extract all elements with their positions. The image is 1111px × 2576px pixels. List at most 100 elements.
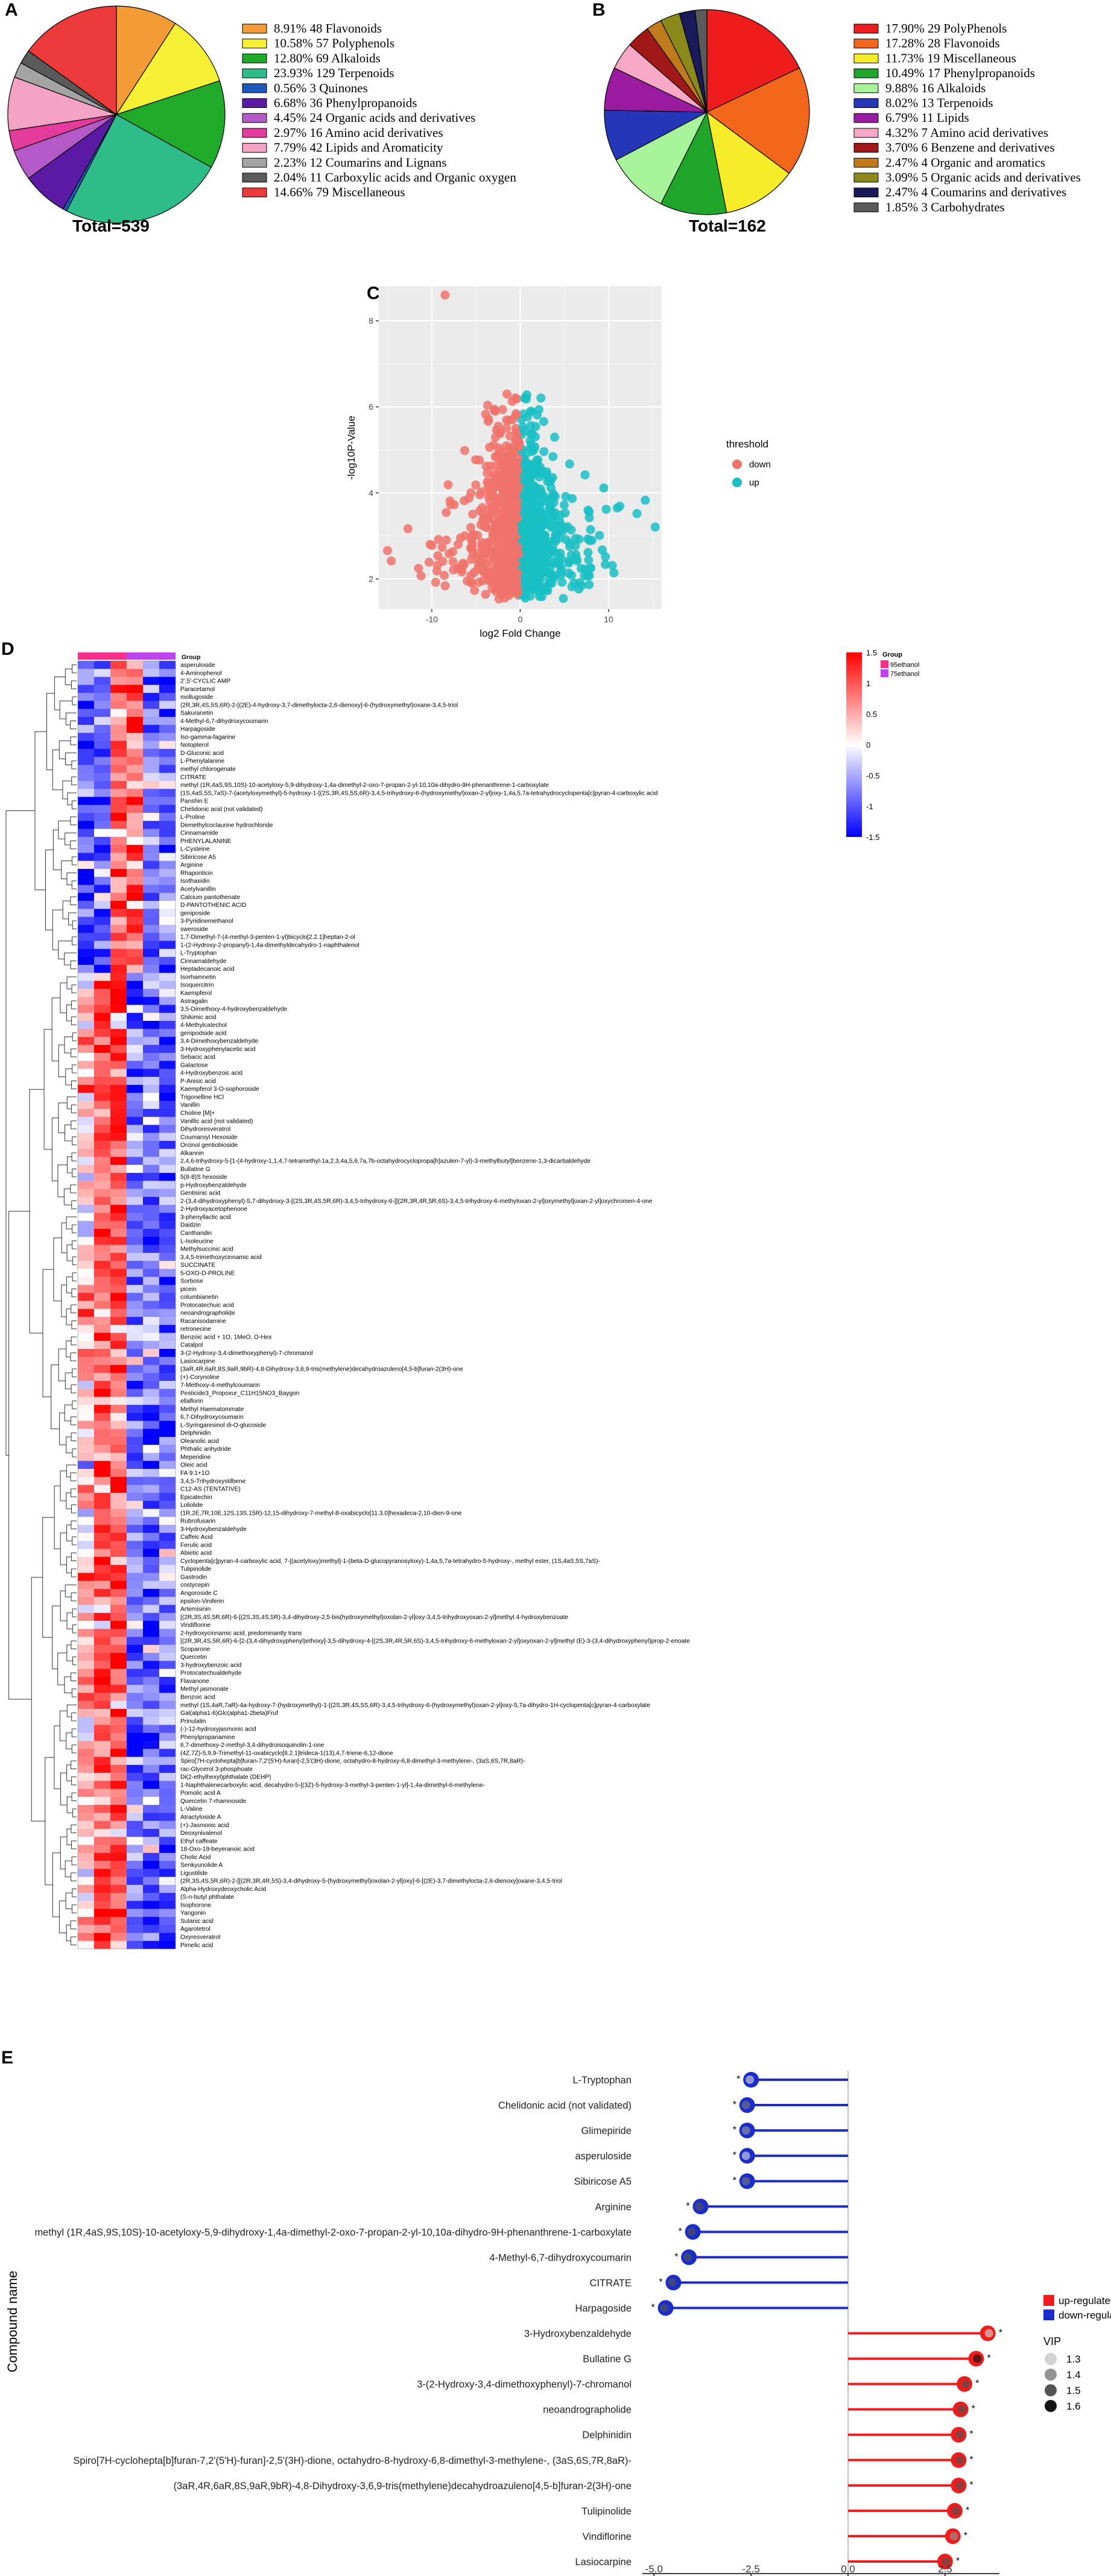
heatmap-cell <box>159 1869 176 1877</box>
heatmap-cell <box>127 1708 144 1717</box>
heatmap-cell <box>94 885 111 894</box>
heatmap-cell <box>127 1436 144 1445</box>
data-point <box>480 513 489 523</box>
heatmap-cell <box>127 1612 144 1621</box>
heatmap-cell <box>143 1381 160 1389</box>
lollipop-plot: *L-Tryptophan*Chelidonic acid (not valid… <box>5 2071 1111 2576</box>
heatmap-cell <box>94 1029 111 1037</box>
heatmap-cell <box>78 821 95 829</box>
compound-label: Vindiflorine <box>583 2531 631 2542</box>
heatmap-cell <box>78 1076 95 1085</box>
dendrogram-branch <box>66 1309 72 1325</box>
heatmap-cell <box>78 1509 95 1517</box>
row-label: genipodside acid <box>180 1030 227 1037</box>
data-point <box>514 549 524 558</box>
heatmap-cell <box>94 1485 111 1494</box>
row-label: Dihydroresveratrol <box>180 1126 230 1133</box>
heatmap-cell <box>127 1453 144 1462</box>
heatmap-cell <box>110 1381 127 1389</box>
row-label: Delphinidin <box>180 1430 210 1437</box>
heatmap-cell <box>143 1548 160 1558</box>
heatmap-cell <box>110 988 127 997</box>
x-tick-label: -5.0 <box>645 2563 663 2575</box>
heatmap-cell <box>159 1741 176 1749</box>
row-label: FA 9:1+1O <box>180 1470 209 1477</box>
heatmap-cell <box>110 1813 127 1822</box>
heatmap-cell <box>94 1157 111 1166</box>
data-point <box>555 560 565 569</box>
legend-label: 1.85% 3 Carbohydrates <box>885 200 1005 214</box>
data-point <box>443 480 453 490</box>
heatmap-cell <box>78 1901 95 1909</box>
data-point <box>483 469 492 478</box>
row-label: methyl chlorogenate <box>180 766 236 773</box>
heatmap-cell <box>143 1517 160 1526</box>
dendrogram-branch <box>58 940 72 959</box>
heatmap-cell <box>159 1732 176 1741</box>
heatmap-cell <box>159 853 176 861</box>
heatmap-cell <box>110 1340 127 1350</box>
heatmap-cell <box>110 1372 127 1381</box>
data-point <box>490 405 499 414</box>
heatmap-cell <box>127 757 144 765</box>
heatmap-cell <box>159 1357 176 1365</box>
heatmap-cell <box>143 1277 160 1286</box>
row-label: 4-Aminophenol <box>180 670 222 677</box>
row-label: Daidzin <box>180 1222 201 1229</box>
heatmap-cell <box>143 1117 160 1125</box>
heatmap-cell <box>159 1301 176 1309</box>
dendrogram-branch <box>66 1732 72 1749</box>
dendrogram-branch <box>66 1924 71 1942</box>
heatmap-cell <box>159 1085 176 1093</box>
heatmap-cell <box>78 1820 95 1829</box>
row-label: Trigonelline HCl <box>180 1094 224 1100</box>
heatmap-cell <box>110 1668 127 1678</box>
heatmap-cell <box>110 1076 127 1085</box>
heatmap-cell <box>143 693 160 701</box>
heatmap-cell <box>110 1037 127 1046</box>
heatmap-cell <box>110 885 127 894</box>
heatmap-cell <box>127 740 144 750</box>
heatmap-cell <box>78 1117 95 1125</box>
heatmap-cell <box>159 941 176 949</box>
heatmap-cell <box>159 1293 176 1301</box>
heatmap-cell <box>94 1220 111 1230</box>
heatmap-cell <box>94 684 111 693</box>
dendrogram-branch <box>70 721 77 730</box>
dendrogram-branch <box>72 1889 77 1898</box>
heatmap-cell <box>127 1685 144 1693</box>
data-point <box>524 476 533 486</box>
row-label: [(2R,3S,4S,5R,6R)-6-[(2S,3S,4S,5R)-3,4-d… <box>180 1614 569 1621</box>
heatmap-cell <box>159 1940 176 1949</box>
heatmap-cell <box>143 1828 160 1837</box>
heatmap-cell <box>110 1725 127 1734</box>
heatmap-cell <box>159 933 176 941</box>
heatmap-cell <box>143 1509 160 1517</box>
heatmap-cell <box>159 1925 176 1933</box>
vip-marker <box>683 2253 692 2262</box>
heatmap-cell <box>110 1269 127 1277</box>
significance-star: * <box>679 2226 682 2237</box>
heatmap-cell <box>94 829 111 838</box>
heatmap-cell <box>94 1837 111 1845</box>
row-label: Isorhamnetin <box>180 974 216 980</box>
heatmap-cell <box>110 1612 127 1621</box>
heatmap-cell <box>127 901 144 909</box>
heatmap-cell <box>94 1196 111 1205</box>
heatmap-cell <box>110 1173 127 1181</box>
heatmap-cell <box>159 1125 176 1134</box>
data-point <box>540 495 549 505</box>
dendrogram-branch <box>70 1416 77 1425</box>
legend-label: 0.56% 3 Quinones <box>274 81 368 95</box>
significance-star: * <box>969 2455 973 2465</box>
heatmap-cell <box>110 1220 127 1230</box>
heatmap-cell <box>127 1316 144 1325</box>
data-point <box>491 577 501 587</box>
dendrogram-branch <box>71 984 77 994</box>
heatmap-cell <box>143 1621 160 1629</box>
heatmap-cell <box>78 1404 95 1413</box>
row-label: Pesticide3_Propoxur_C11H15NO3_Baygon <box>180 1390 299 1397</box>
dendrogram-branch <box>58 820 71 839</box>
heatmap-cell <box>78 1861 95 1869</box>
dendrogram-branch <box>60 1532 67 1565</box>
